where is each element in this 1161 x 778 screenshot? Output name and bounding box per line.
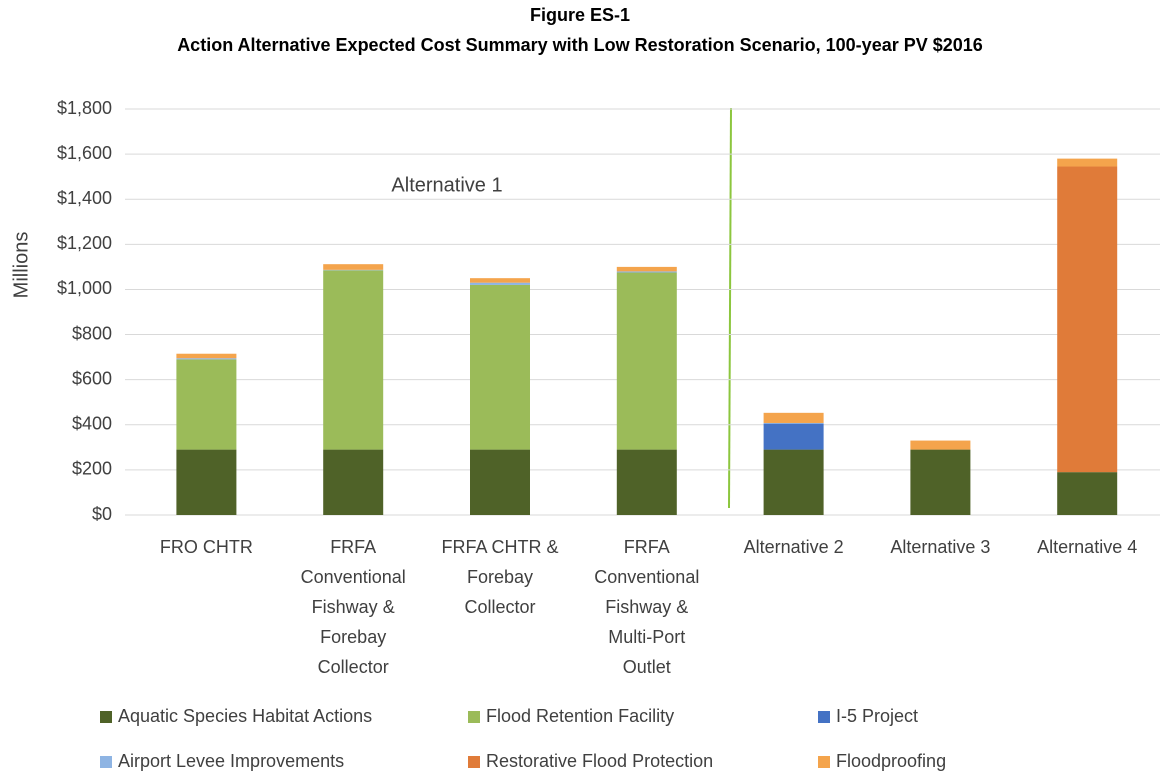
y-tick-label: $1,400 (57, 188, 112, 208)
legend-label: Floodproofing (836, 751, 946, 771)
bar-segment (323, 449, 384, 515)
legend-swatch (468, 756, 480, 768)
y-tick-label: $1,600 (57, 143, 112, 163)
bar-segment (763, 449, 824, 515)
y-tick-label: $400 (72, 414, 112, 434)
x-tick-label: FRFA Conventional Fishway & Multi-Port Outle… (594, 537, 699, 677)
bar-segment (323, 264, 384, 270)
bar-segment (176, 359, 237, 450)
legend-swatch (100, 756, 112, 768)
legend-swatch (818, 711, 830, 723)
bar-segment (176, 358, 237, 360)
bar-segment (176, 353, 237, 359)
legend-label: Aquatic Species Habitat Actions (118, 706, 372, 726)
x-tick-label: Alternative 3 (890, 537, 990, 557)
chart-title: Figure ES-1 (530, 5, 630, 25)
legend-swatch (818, 756, 830, 768)
bar-segment (470, 282, 530, 285)
bar-segment (616, 266, 677, 272)
legend-label: Flood Retention Facility (486, 706, 674, 726)
x-tick-label: Alternative 4 (1037, 537, 1137, 557)
x-tick-label: FRFA Conventional Fishway & Forebay Collecto… (301, 537, 406, 677)
bar-segment (470, 284, 530, 450)
x-tick-label: Alternative 2 (744, 537, 844, 557)
bar-segment (616, 271, 677, 273)
bar-segment (616, 449, 677, 515)
y-tick-label: $1,200 (57, 233, 112, 253)
legend-label: Restorative Flood Protection (486, 751, 713, 771)
bar-segment (470, 449, 530, 515)
bar-segment (763, 423, 824, 450)
y-tick-label: $1,800 (57, 98, 112, 118)
bar-segment (910, 449, 971, 515)
divider-line (728, 107, 732, 509)
bar-segment (1057, 472, 1118, 515)
bar-segment (1057, 158, 1118, 167)
y-tick-label: $0 (92, 504, 112, 524)
bar-segment (470, 278, 530, 283)
bar-segment (616, 272, 677, 450)
bar-segment (1057, 166, 1118, 473)
annotation: Alternative 1 (391, 174, 502, 196)
bar-segment (763, 412, 824, 423)
x-tick-label: FRFA CHTR & Forebay Collector (441, 537, 558, 617)
x-tick-label: FRO CHTR (160, 537, 253, 557)
chart-subtitle: Action Alternative Expected Cost Summary… (177, 35, 983, 55)
y-tick-label: $200 (72, 459, 112, 479)
bar-segment (176, 449, 237, 515)
legend-swatch (468, 711, 480, 723)
bar-segment (323, 270, 384, 450)
bar-segment (763, 422, 824, 424)
legend-label: I-5 Project (836, 706, 918, 726)
bar-segment (910, 440, 971, 450)
y-tick-label: $1,000 (57, 278, 112, 298)
legend-label: Airport Levee Improvements (118, 751, 344, 771)
y-axis-label: Millions (10, 232, 32, 299)
y-tick-label: $800 (72, 323, 112, 343)
y-tick-label: $600 (72, 368, 112, 388)
legend-swatch (100, 711, 112, 723)
